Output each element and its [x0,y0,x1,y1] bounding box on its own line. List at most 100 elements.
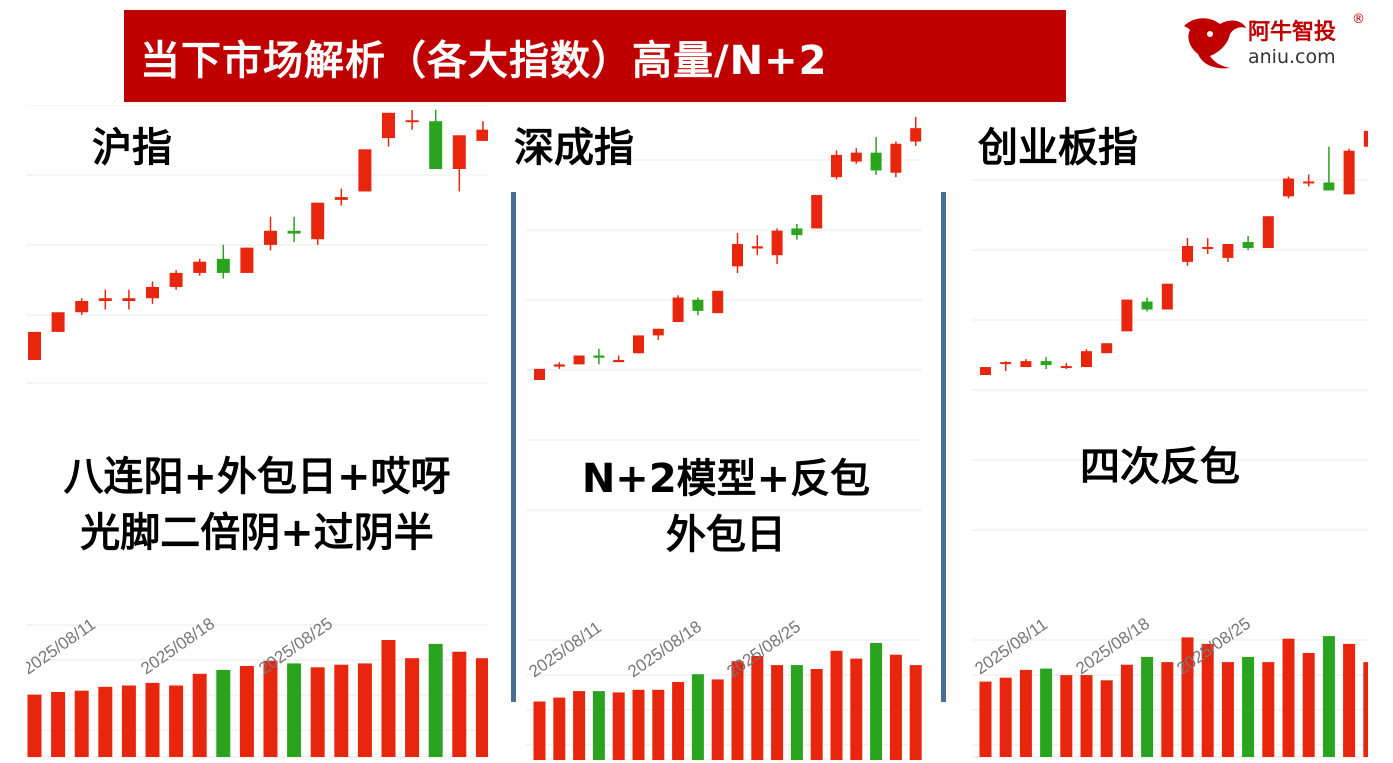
candle-body [193,261,207,273]
volume-bar [192,673,207,757]
candle-body [476,129,488,141]
candle-body [51,312,65,332]
volume-bar [287,663,302,757]
candle-body [553,364,565,367]
volume-bar [632,689,645,760]
volume-bar [1141,656,1154,757]
volume-bar [1363,662,1368,757]
logo: 阿牛智投 ® aniu.com [1180,12,1380,72]
volume-bar [1040,668,1053,757]
volume-bar [310,667,325,757]
candle-body [1101,343,1113,354]
candle-body [98,298,112,302]
volume-bar [452,651,467,757]
volume-bar [652,689,665,760]
volume-bar [239,666,254,757]
candle-body [1081,351,1092,368]
candle-body [287,230,301,234]
logo-name: 阿牛智投 [1248,20,1337,45]
pattern-note-line-2: 外包日 [666,512,786,558]
candle-body [146,286,159,299]
candle-body [692,299,704,311]
volume-bar [428,643,443,757]
volume-bar [870,643,883,760]
candle-body [1182,245,1193,262]
candle-body [850,152,862,162]
candle-body [1121,299,1133,332]
volume-bar [979,681,992,757]
volume-bar [731,661,744,760]
volume-bar [263,660,278,757]
volume-bar [889,654,902,760]
candle-body [122,298,136,302]
candlestick-chart-shenzhen: 2025/08/11 2025/08/18 2025/08/25 [526,117,922,761]
bull-head-icon [1184,18,1246,69]
candle-body [1000,362,1012,365]
volume-bar [771,665,784,760]
pattern-note-line-1: N+2模型+反包 [581,456,871,502]
candlestick-chart-chinext: 2025/08/11 2025/08/18 2025/08/25 [972,130,1368,758]
volume-bar [909,665,922,760]
date-tick-label: 2025/08/18 [137,614,218,678]
candle-body [1242,242,1254,248]
candle-body [1141,301,1153,310]
candle-body [1040,361,1052,366]
volume-bar [145,682,160,757]
date-tick-label: 2025/08/18 [624,617,705,681]
candle-body [334,197,348,200]
panel-divider-left [511,192,516,702]
volume-bar [216,669,231,757]
index-name: 深成指 [514,125,634,171]
volume-bar [1100,680,1113,757]
volume-bar [475,658,488,757]
date-tick-label: 2025/08/18 [1072,614,1153,678]
candle-body [534,368,545,380]
volume-bar [1201,643,1214,757]
candle-body [1262,216,1274,248]
candle-body [28,331,41,360]
pattern-note-line-1: 八连阳+外包日+哎呀 [63,454,451,500]
chart-panel-shenzhen: 2025/08/11 2025/08/18 2025/08/25 深成指 N+2模型… [514,105,922,763]
candle-body [1323,182,1335,191]
pattern-note-line-2: 光脚二倍阴+过阴半 [80,510,434,556]
volume-bar [334,664,349,757]
candle-body [405,120,419,123]
candle-body [712,290,724,314]
candle-body [633,335,644,354]
volume-bar [1302,653,1315,757]
volume-bar [592,691,605,760]
candle-body [429,121,443,169]
volume-bar [830,650,843,760]
candle-body [75,301,89,313]
candle-body [811,195,823,229]
volume-bar [999,677,1012,757]
volume-bar [27,694,42,757]
volume-bar [74,690,89,757]
volume-bar [1019,669,1032,757]
candle-body [831,154,842,178]
candle-body [1202,246,1214,249]
candle-body [791,228,803,236]
candle-body [652,328,664,336]
candle-body [1020,361,1032,368]
date-tick-label: 2025/08/11 [26,615,99,679]
candle-body [890,143,902,173]
volume-bar [51,692,66,757]
volume-bar [1262,662,1275,757]
volume-bar [573,691,586,760]
candle-body [1283,178,1294,197]
index-name: 创业板指 [978,125,1138,171]
page-title: 当下市场解析（各大指数）高量/N+2 [140,38,828,84]
candle-body [771,230,783,256]
volume-bar [612,692,625,760]
candle-body [672,297,684,323]
candle-body [216,258,230,273]
volume-bar [1120,664,1133,757]
candle-body [1222,244,1234,258]
candle-body [240,247,254,273]
candle-body [593,355,605,358]
volume-bar [1060,675,1073,757]
volume-bar [790,665,803,760]
date-tick-label: 2025/08/11 [526,618,605,682]
volume-bar [1161,662,1174,757]
